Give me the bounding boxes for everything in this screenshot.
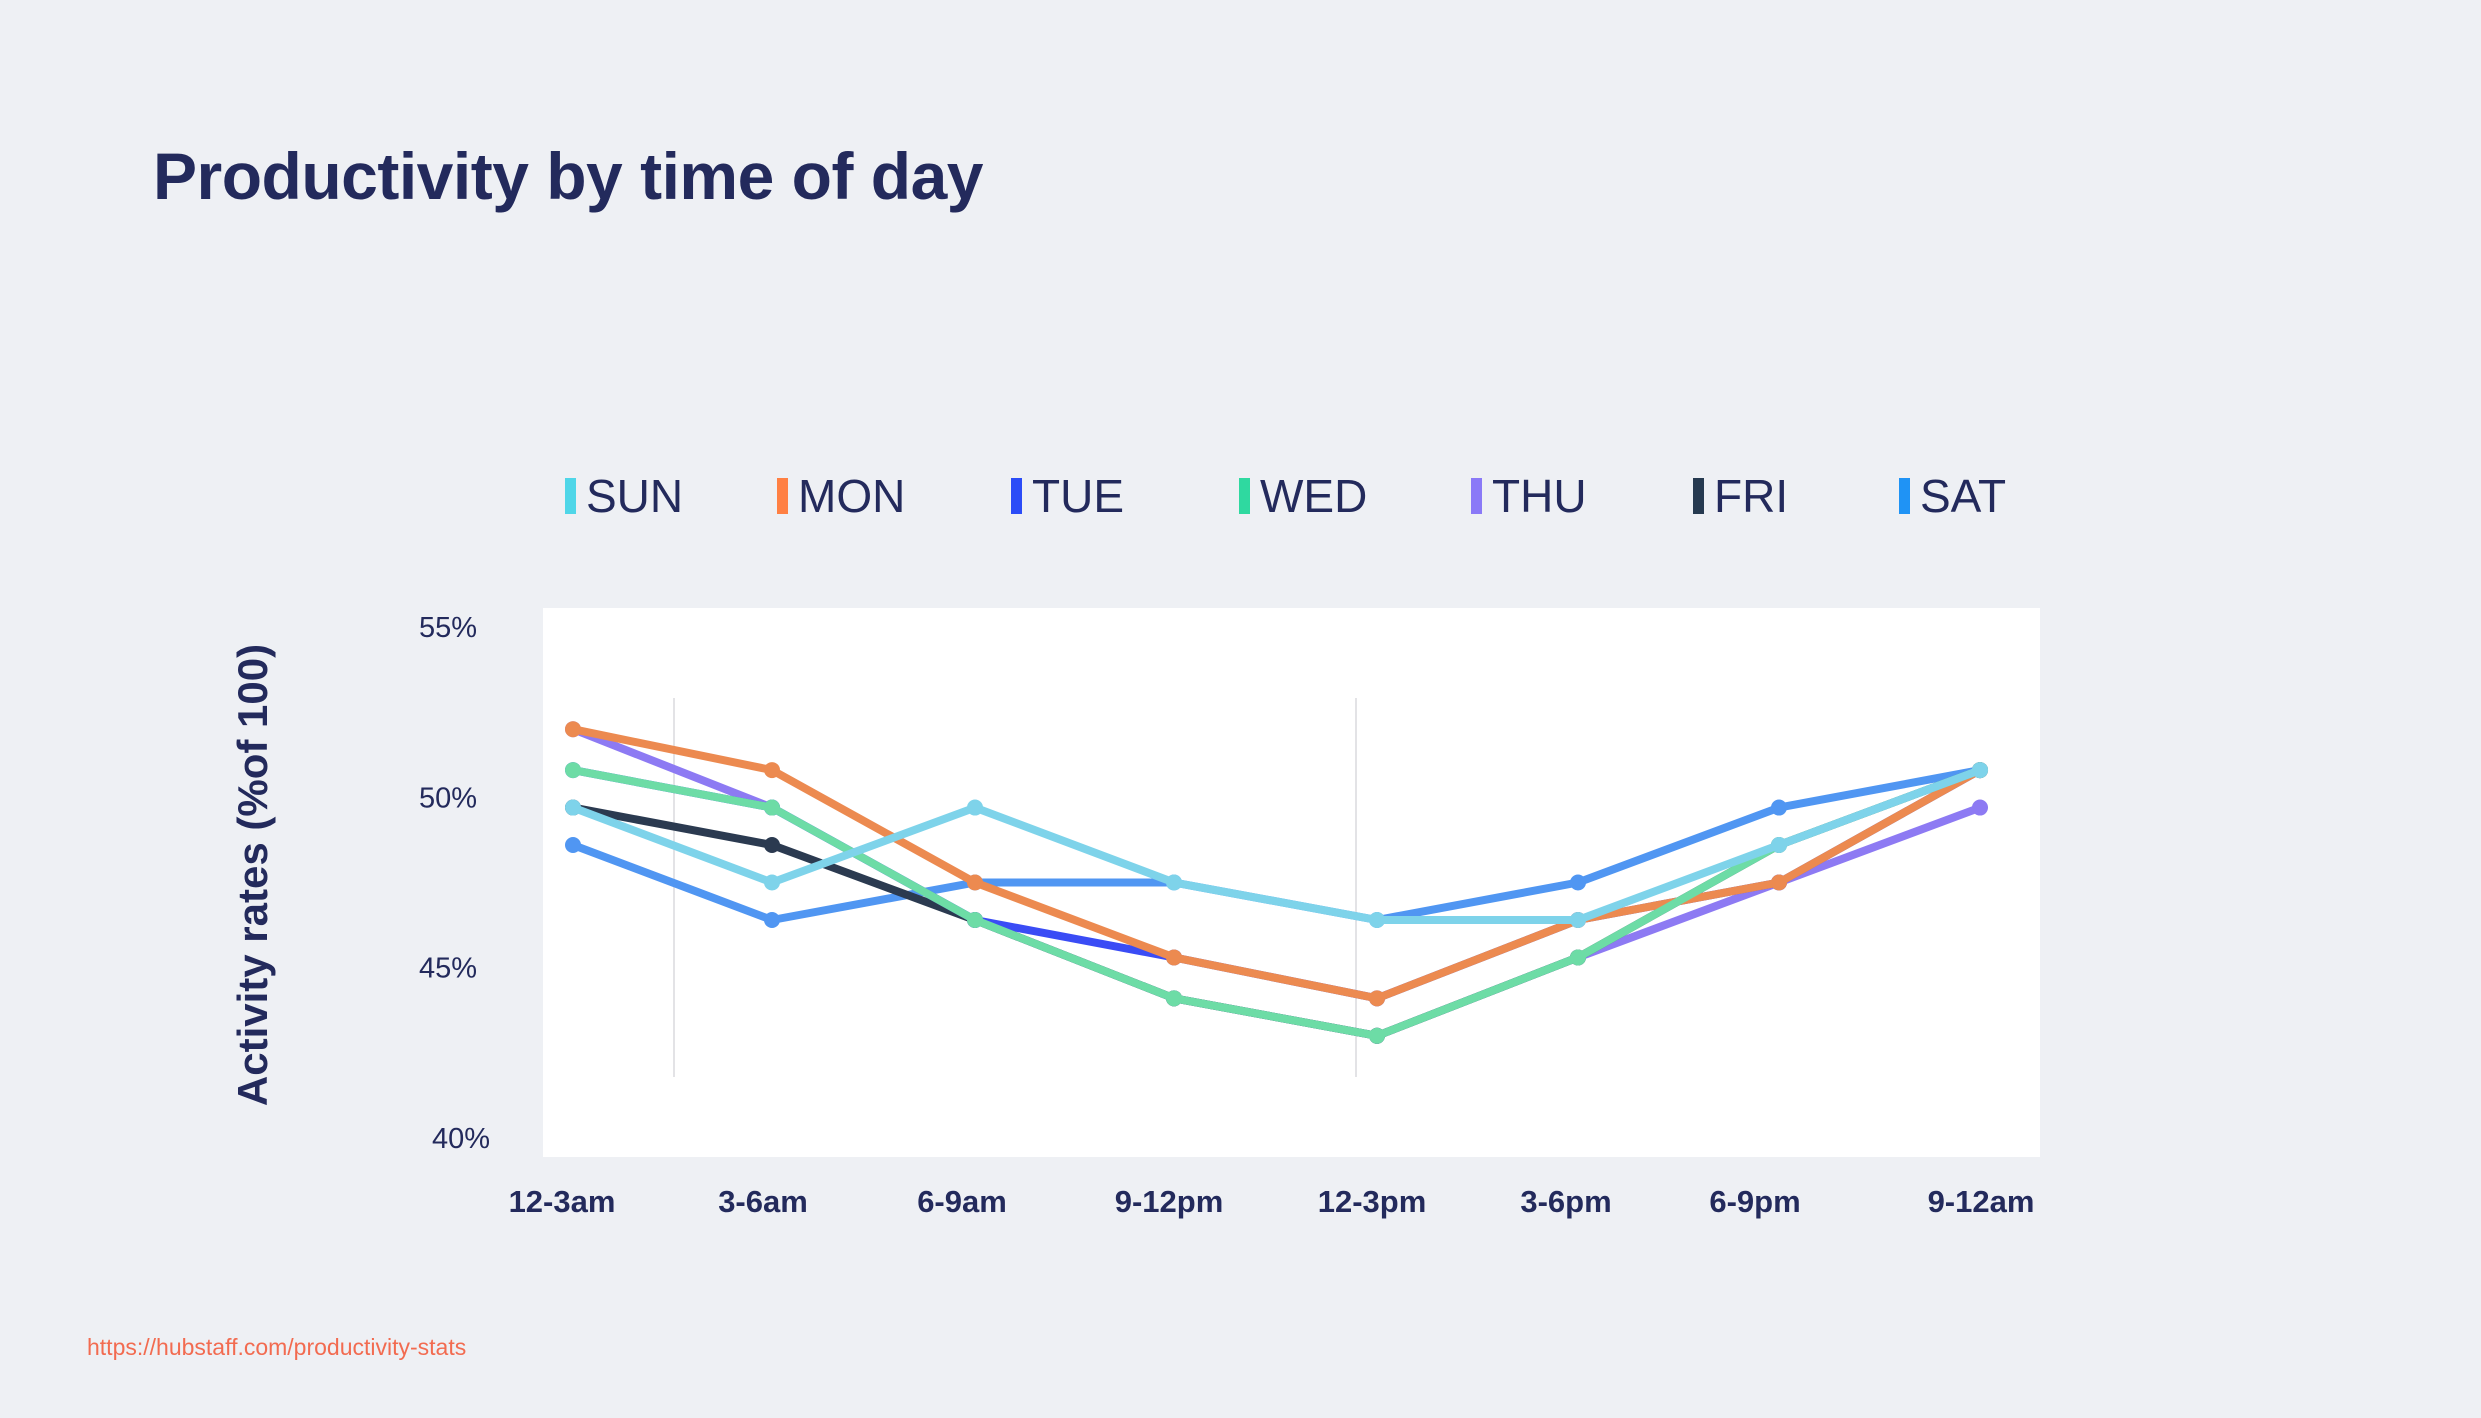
legend-swatch [565,478,576,514]
legend-swatch [777,478,788,514]
x-tick-label: 9-12pm [1115,1184,1224,1219]
x-tick-label: 6-9am [917,1184,1007,1219]
data-point [1166,990,1182,1007]
legend-item-thu: THU [1471,468,1587,524]
x-tick-label: 3-6pm [1520,1184,1611,1219]
series-line [569,766,1984,1040]
data-point [1771,799,1787,816]
data-point [1570,911,1586,928]
legend-item-sun: SUN [565,468,683,524]
source-link[interactable]: https://hubstaff.com/productivity-stats [87,1334,467,1360]
legend-label: FRI [1714,470,1789,522]
data-point [764,762,780,779]
series-mon [565,721,1988,1007]
data-point [565,799,581,816]
plot-area [543,608,2040,1157]
legend-label: SUN [586,470,684,522]
x-tick-label: 3-6am [718,1184,808,1219]
legend-swatch [1899,478,1910,514]
legend-label: WED [1260,470,1368,522]
data-point [1369,911,1385,928]
chart-title: Productivity by time of day [153,139,984,213]
data-point [1166,949,1182,966]
legend-swatch [1239,478,1250,514]
legend-label: TUE [1032,470,1124,522]
legend-label: SAT [1920,470,2007,522]
data-point [565,762,581,779]
x-tick-label: 12-3am [509,1184,616,1219]
legend-swatch [1693,478,1704,514]
x-tick-label: 6-9pm [1709,1184,1800,1219]
data-point [1972,799,1988,816]
series-sun [565,762,1988,928]
data-point [764,911,780,928]
data-point [1369,1027,1385,1044]
y-tick-label: 45% [419,953,477,985]
legend-item-tue: TUE [1011,468,1124,524]
legend-swatch [1471,478,1482,514]
legend-item-mon: MON [777,468,905,524]
series-line [569,766,1984,924]
data-point [565,837,581,854]
legend-item-wed: WED [1239,468,1367,524]
data-point [1166,874,1182,891]
data-point [1972,762,1988,779]
data-point [565,721,581,738]
data-point [967,799,983,816]
legend-label: MON [798,470,906,522]
data-point [1771,874,1787,891]
legend-swatch [1011,478,1022,514]
data-point [967,874,983,891]
y-tick-label: 40% [432,1123,490,1155]
data-point [1570,949,1586,966]
legend-item-sat: SAT [1899,468,2006,524]
data-point [1570,874,1586,891]
x-tick-label: 9-12am [1928,1184,2035,1219]
y-tick-label: 55% [419,612,477,644]
legend-item-fri: FRI [1693,468,1788,524]
data-point [764,799,780,816]
legend: SUN MON TUE WED THU FRI SAT [0,468,2481,524]
data-point [1369,990,1385,1007]
data-point [1771,837,1787,854]
legend-label: THU [1492,470,1587,522]
data-point [764,874,780,891]
y-tick-label: 50% [419,782,477,814]
data-point [967,911,983,928]
series-line [569,725,1984,1003]
x-tick-label: 12-3pm [1318,1184,1427,1219]
data-point [764,837,780,854]
